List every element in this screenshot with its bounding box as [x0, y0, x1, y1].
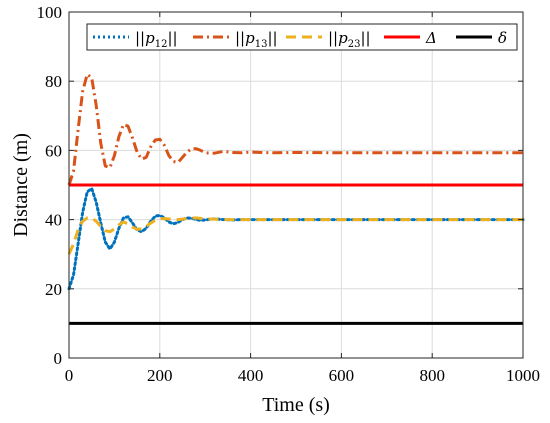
- x-tick-label-0: 0: [65, 366, 74, 385]
- legend-label-2: ||p23||: [328, 29, 371, 50]
- x-tick-label-3: 600: [329, 366, 355, 385]
- x-tick-label-2: 400: [238, 366, 264, 385]
- plot-frame: [68, 11, 524, 359]
- x-axis-label: Time (s): [262, 394, 330, 416]
- y-tick-label-1: 20: [45, 280, 62, 299]
- y-tick-label-3: 60: [45, 141, 62, 160]
- series-line-2: [67, 216, 523, 255]
- x-tick-label-1: 200: [147, 366, 173, 385]
- x-tick-label-5: 1000: [506, 366, 540, 385]
- y-axis-label: Distance (m): [10, 133, 32, 237]
- series-line-1: [67, 72, 523, 186]
- y-tick-label-0: 0: [54, 349, 63, 368]
- y-tick-label-4: 80: [45, 72, 62, 91]
- legend-label-4: δ: [498, 29, 507, 47]
- legend-label-1: ||p13||: [235, 29, 278, 50]
- legend-label-3: Δ: [425, 29, 437, 47]
- y-tick-label-2: 40: [45, 211, 62, 230]
- x-tick-label-4: 800: [419, 366, 445, 385]
- ticks: 0 200 400 600 800 1000 0 20 40 60 80 100: [37, 3, 541, 385]
- y-tick-label-5: 100: [37, 3, 63, 22]
- series-layer: [67, 72, 525, 325]
- legend-label-0: ||p12||: [135, 29, 178, 50]
